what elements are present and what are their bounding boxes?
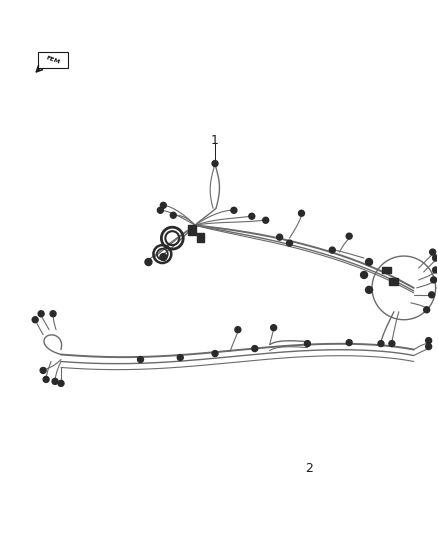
Circle shape [38, 311, 44, 317]
Circle shape [286, 240, 293, 246]
Bar [197, 233, 204, 241]
Bar [389, 278, 398, 285]
Text: 2: 2 [305, 463, 313, 475]
Circle shape [389, 341, 395, 346]
Circle shape [360, 271, 367, 278]
Text: FEM: FEM [45, 55, 61, 65]
Circle shape [366, 286, 373, 293]
Circle shape [43, 376, 49, 382]
Circle shape [138, 357, 144, 362]
Circle shape [170, 212, 176, 218]
Circle shape [277, 234, 283, 240]
Circle shape [263, 217, 268, 223]
Circle shape [431, 277, 437, 283]
Circle shape [52, 378, 58, 384]
Circle shape [32, 317, 38, 322]
Circle shape [304, 341, 311, 346]
Circle shape [426, 337, 431, 344]
Circle shape [145, 259, 152, 265]
Circle shape [157, 207, 163, 213]
Circle shape [329, 247, 335, 253]
Circle shape [212, 351, 218, 357]
Circle shape [58, 381, 64, 386]
Circle shape [40, 367, 46, 374]
Circle shape [231, 207, 237, 213]
FancyBboxPatch shape [38, 52, 68, 68]
Bar [382, 266, 392, 273]
Circle shape [346, 340, 352, 345]
Circle shape [249, 213, 255, 219]
Circle shape [378, 341, 384, 346]
Text: 1: 1 [211, 134, 219, 147]
Circle shape [433, 255, 438, 261]
Circle shape [429, 292, 434, 298]
Circle shape [177, 354, 183, 360]
Circle shape [366, 259, 373, 265]
Circle shape [426, 344, 431, 350]
Circle shape [212, 160, 218, 166]
Bar [188, 225, 196, 235]
Circle shape [252, 345, 258, 352]
Circle shape [346, 233, 352, 239]
Circle shape [160, 254, 167, 261]
Circle shape [298, 211, 304, 216]
Circle shape [271, 325, 277, 330]
Circle shape [160, 203, 166, 208]
Circle shape [424, 307, 430, 313]
Circle shape [235, 327, 241, 333]
Circle shape [50, 311, 56, 317]
Circle shape [430, 249, 436, 255]
Circle shape [433, 267, 438, 273]
